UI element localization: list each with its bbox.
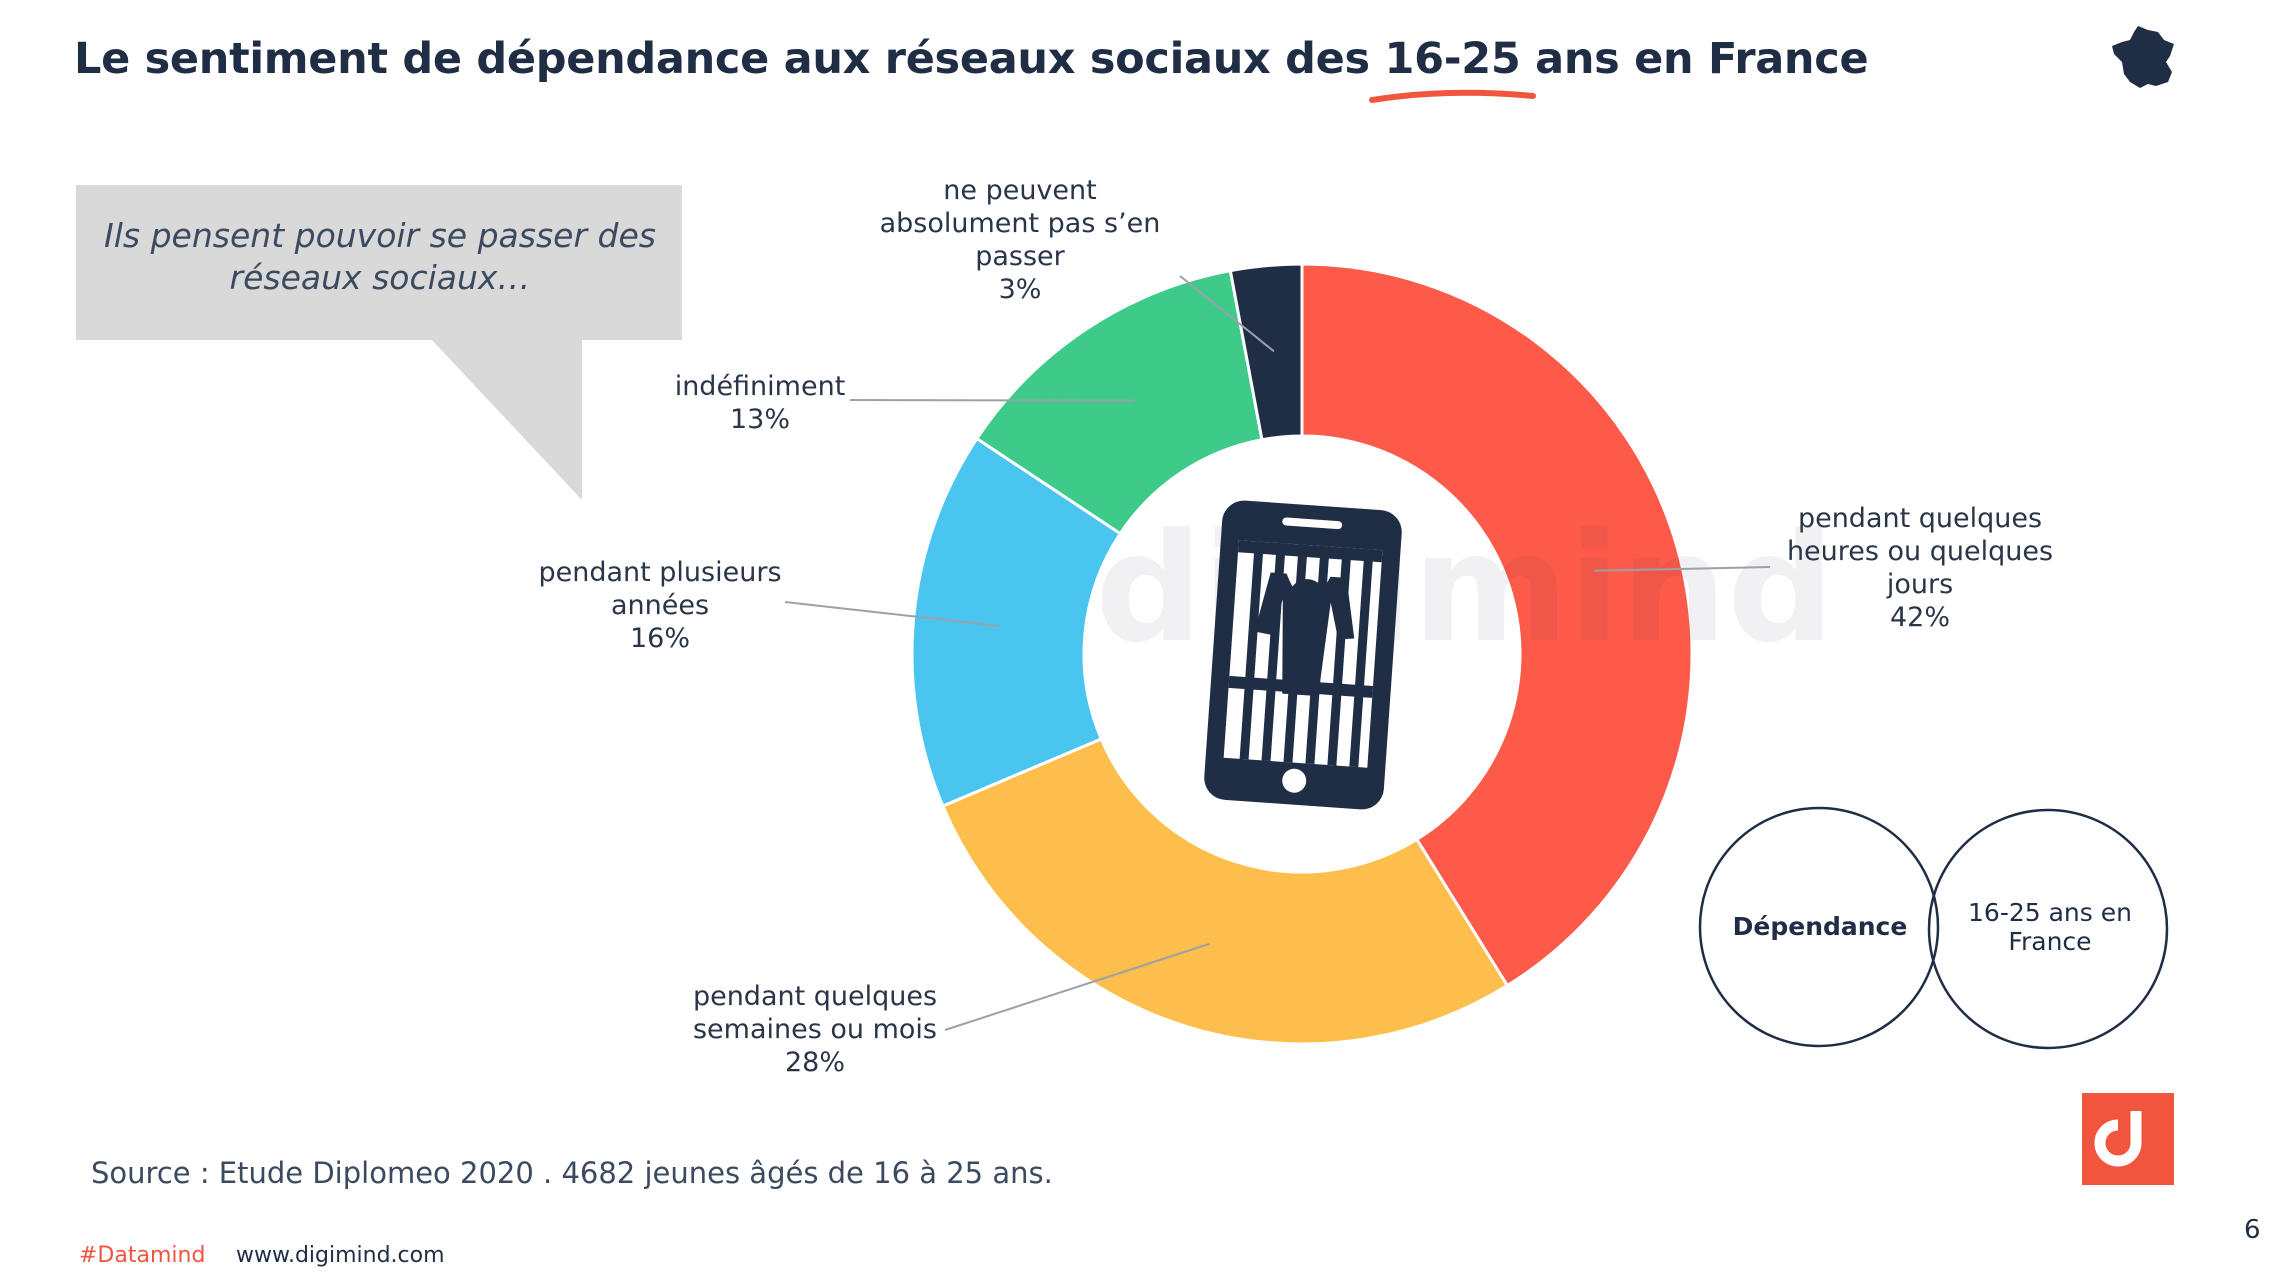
label-heures: pendant quelques heures ou quelques jour…	[1770, 502, 2070, 634]
label-heures-value: 42%	[1889, 602, 1950, 633]
label-annees-line2: années	[610, 590, 710, 621]
venn-diagram	[1698, 806, 2169, 1050]
digimind-logo	[2082, 1093, 2174, 1185]
label-ne-peuvent-line3: passer	[975, 241, 1065, 272]
speech-bubble-tail	[430, 338, 582, 500]
label-ne-peuvent-line1: ne peuvent	[943, 175, 1097, 206]
svg-text:digimind: digimind	[1095, 502, 1834, 676]
venn-label-age-line2: France	[2008, 927, 2092, 956]
donut-slice-heures	[1300, 262, 1694, 988]
label-indefiniment-value: 13%	[729, 404, 790, 435]
digimind-watermark: digimind	[1095, 502, 1834, 676]
leader-line-heures	[1594, 566, 1771, 572]
leader-line-ne-peuvent	[1179, 275, 1275, 353]
label-annees: pendant plusieurs années 16%	[520, 556, 800, 655]
label-ne-peuvent: ne peuvent absolument pas s’en passer 3%	[870, 174, 1170, 306]
label-indefiniment: indéfiniment 13%	[640, 370, 880, 436]
label-annees-line1: pendant plusieurs	[538, 557, 782, 588]
page-title: Le sentiment de dépendance aux réseaux s…	[74, 34, 1869, 84]
phone-prison-icon	[1204, 500, 1402, 810]
donut-slice-ne-peuvent	[1228, 262, 1304, 442]
label-semaines-value: 28%	[784, 1047, 845, 1078]
label-annees-value: 16%	[629, 623, 690, 654]
label-semaines: pendant quelques semaines ou mois 28%	[670, 980, 960, 1079]
speech-bubble	[76, 185, 682, 340]
label-heures-line2: heures ou quelques	[1786, 536, 2054, 567]
label-heures-line3: jours	[1886, 569, 1954, 600]
label-semaines-line1: pendant quelques	[692, 981, 938, 1012]
venn-circle-dependance	[1698, 806, 1940, 1048]
hashtag-link[interactable]: #Datamind	[79, 1243, 206, 1268]
website-link[interactable]: www.digimind.com	[236, 1243, 445, 1268]
venn-circle-age	[1927, 808, 2169, 1050]
venn-label-age: 16-25 ans en France	[1935, 898, 2165, 956]
donut-slice-annees	[910, 436, 1123, 808]
donut-slice-semaines	[940, 737, 1510, 1046]
leader-line-semaines	[944, 942, 1211, 1031]
page-number: 6	[2244, 1215, 2261, 1245]
venn-label-age-line1: 16-25 ans en	[1968, 898, 2132, 927]
label-heures-line1: pendant quelques	[1797, 503, 2043, 534]
source-note: Source : Etude Diplomeo 2020 . 4682 jeun…	[91, 1156, 1053, 1190]
venn-label-dependance: Dépendance	[1732, 912, 1908, 941]
leader-line-annees	[784, 601, 1000, 627]
label-ne-peuvent-value: 3%	[998, 274, 1042, 305]
label-indefiniment-line1: indéfiniment	[674, 371, 846, 402]
label-ne-peuvent-line2: absolument pas s’en	[879, 208, 1161, 239]
france-map-icon	[2112, 26, 2174, 88]
leader-line-indefiniment	[849, 399, 1135, 402]
title-underline	[1369, 89, 1536, 103]
label-semaines-line2: semaines ou mois	[692, 1014, 937, 1045]
speech-bubble-text: Ils pensent pouvoir se passer des réseau…	[104, 216, 656, 297]
